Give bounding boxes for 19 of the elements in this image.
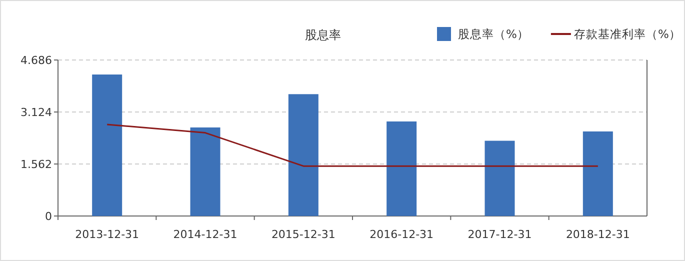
bar: [386, 121, 417, 216]
x-tick-label: 2015-12-31: [271, 228, 336, 241]
bar: [190, 127, 220, 216]
y-tick-label: 0: [45, 210, 52, 223]
y-tick-label: 1.562: [20, 158, 52, 171]
x-tick-label: 2018-12-31: [566, 228, 630, 241]
bar: [582, 131, 613, 216]
y-tick-label: 4.686: [20, 54, 52, 67]
x-tick-label: 2014-12-31: [173, 228, 238, 241]
bar: [288, 94, 318, 216]
x-tick-label: 2017-12-31: [468, 228, 532, 241]
y-tick-label: 3.124: [20, 106, 52, 119]
bar: [484, 140, 515, 216]
legend-label: 股息率（%）: [458, 27, 529, 41]
bar: [92, 74, 122, 216]
x-tick-label: 2016-12-31: [370, 228, 434, 241]
legend-label: 存款基准利率（%）: [574, 27, 681, 41]
chart-title: 股息率: [305, 28, 341, 42]
x-tick-label: 2013-12-31: [75, 228, 140, 241]
